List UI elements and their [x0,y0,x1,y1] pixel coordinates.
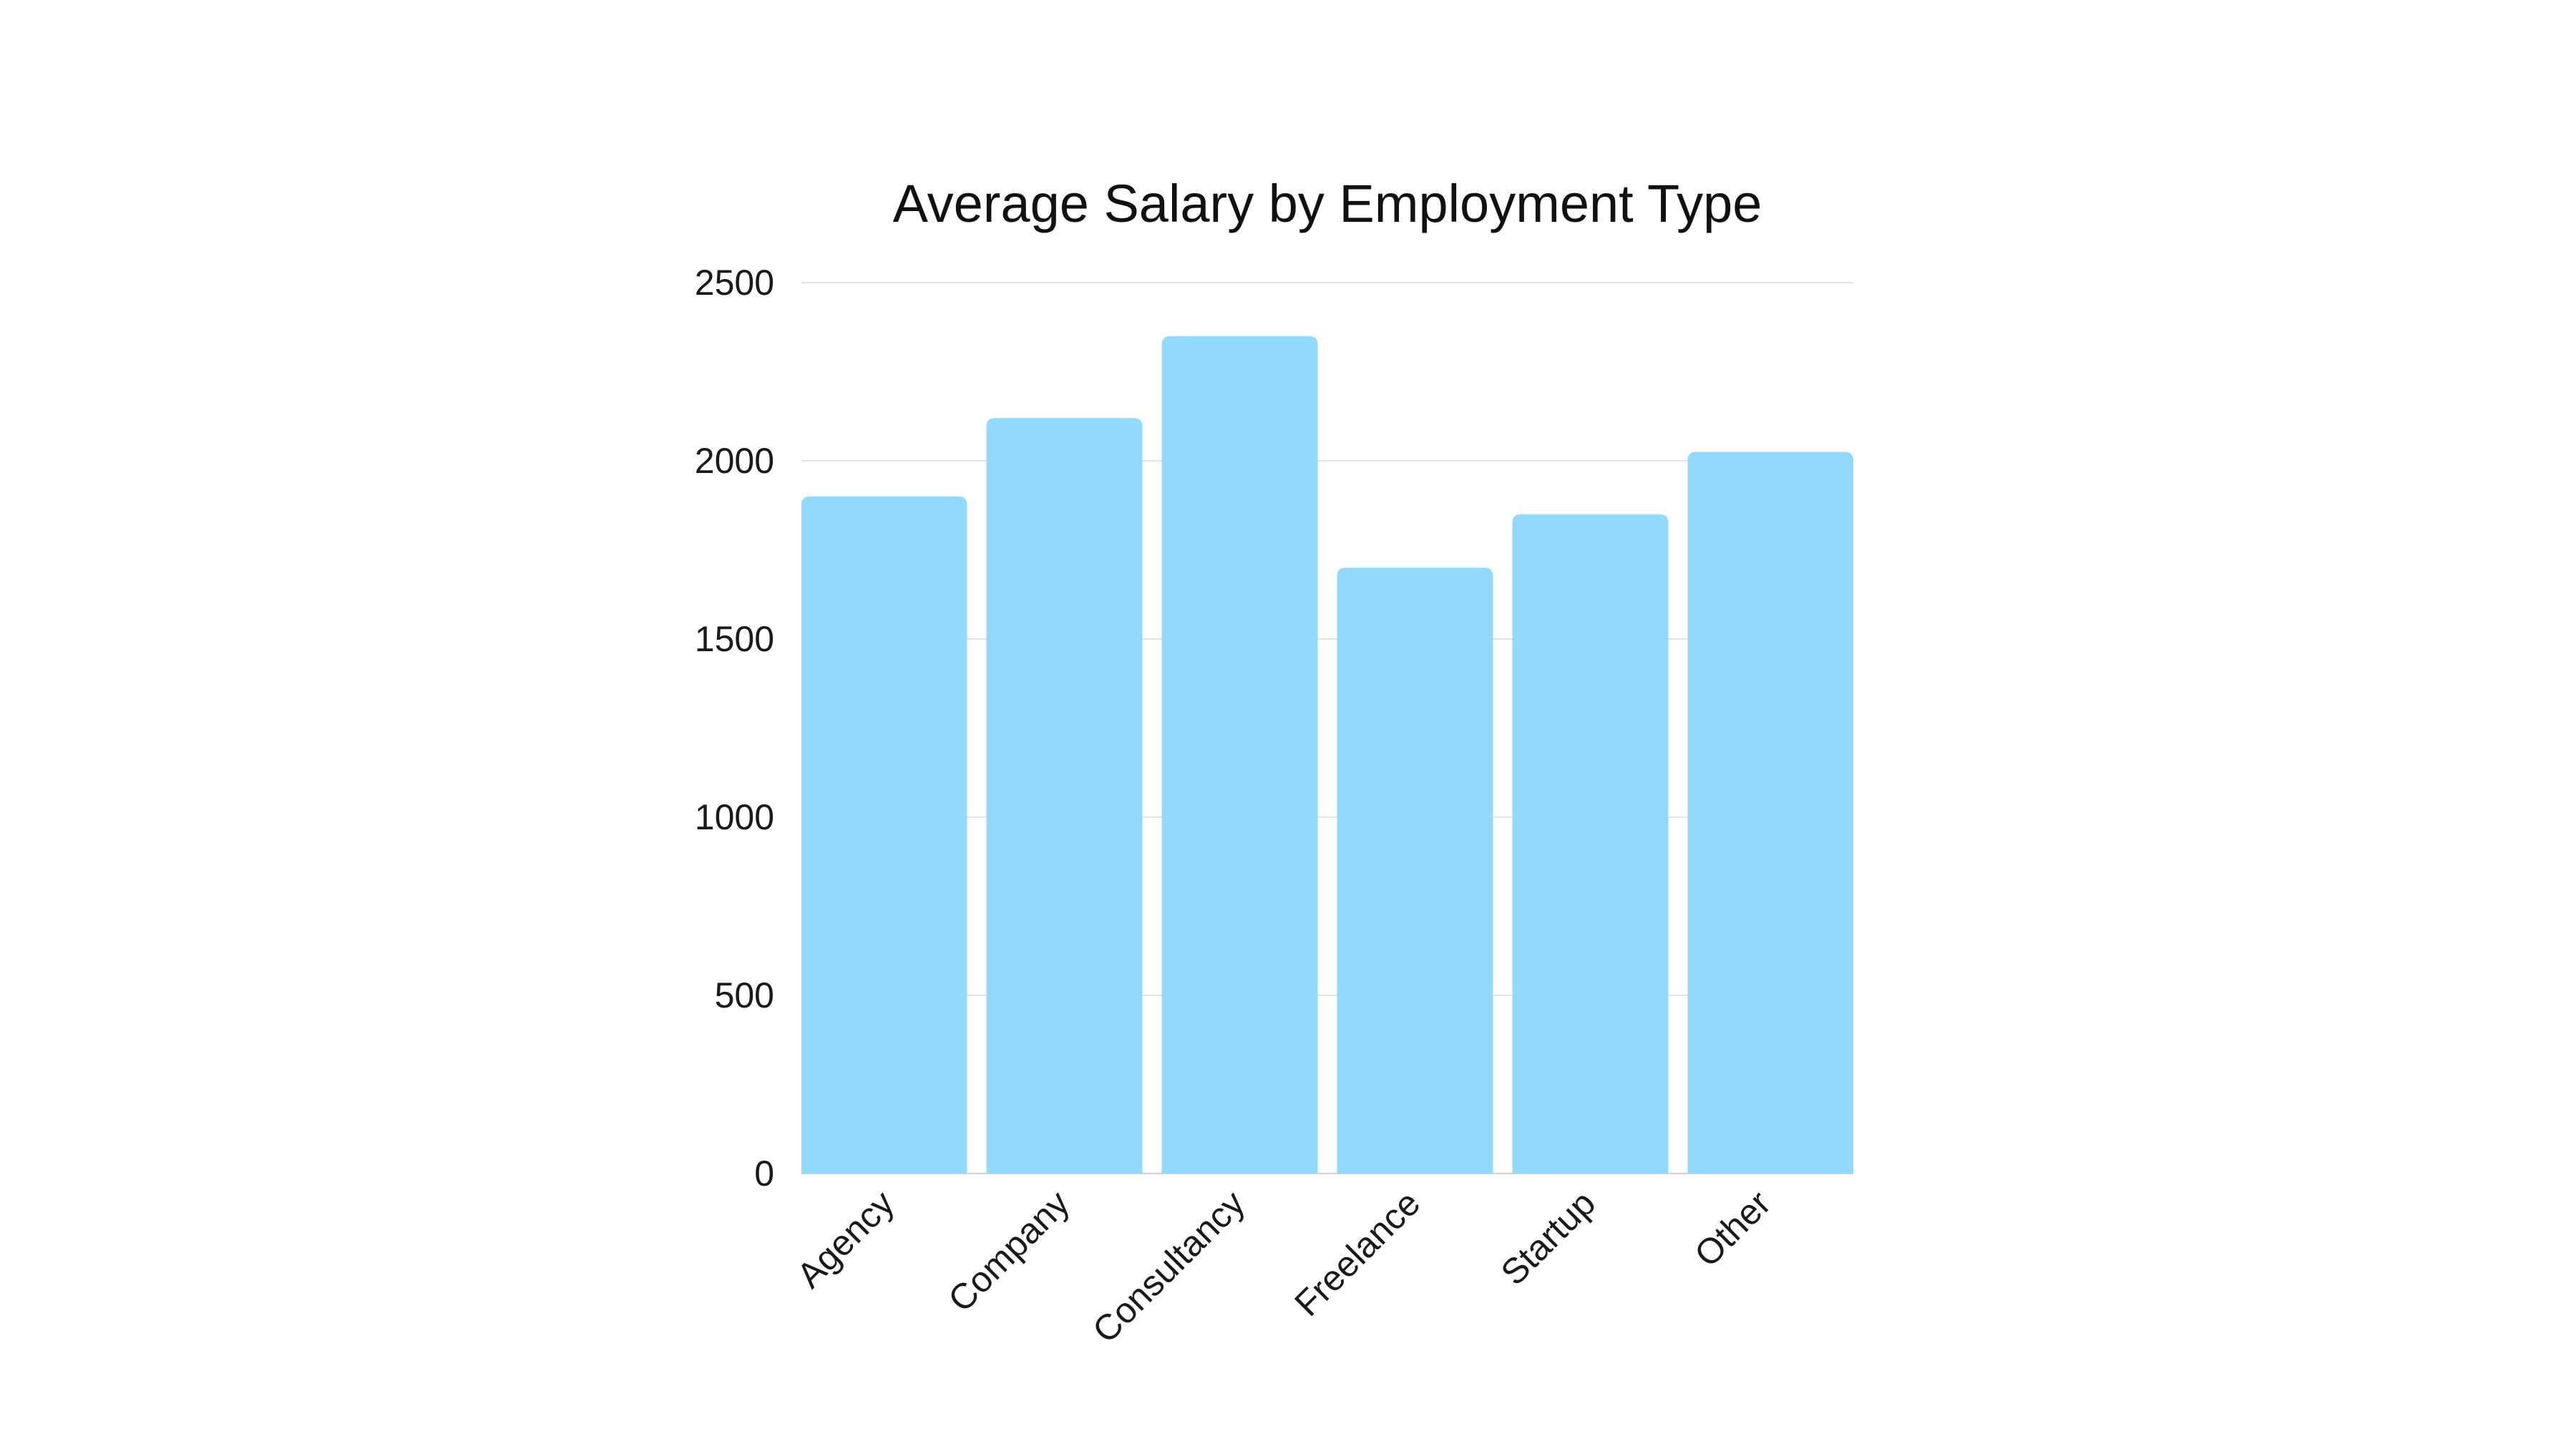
bar-startup [1512,514,1669,1174]
x-axis-tick-labels: Agency Company Consultancy Freelance Startup… [789,1183,1779,1350]
bar-freelance [1337,567,1493,1174]
y-tick-label: 1000 [695,797,774,837]
bars [801,336,1853,1174]
y-tick-label: 2500 [695,263,774,303]
bar-consultancy [1161,336,1318,1174]
y-tick-label: 0 [754,1153,774,1194]
x-tick-label: Agency [789,1183,902,1296]
bar-other [1687,452,1853,1174]
chart-title: Average Salary by Employment Type [893,174,1762,233]
x-tick-label: Other [1687,1183,1778,1274]
grid-lines [801,282,1853,1174]
y-tick-label: 500 [715,975,774,1015]
x-tick-label: Startup [1493,1183,1604,1293]
bar-company [986,418,1143,1174]
x-tick-label: Consultancy [1085,1183,1252,1350]
bar-agency [801,496,967,1174]
y-axis-tick-labels: 0 500 1000 1500 2000 2500 [695,263,774,1194]
x-tick-label: Freelance [1287,1183,1428,1324]
y-tick-label: 2000 [695,441,774,481]
x-tick-label: Company [940,1183,1077,1319]
y-tick-label: 1500 [695,619,774,659]
